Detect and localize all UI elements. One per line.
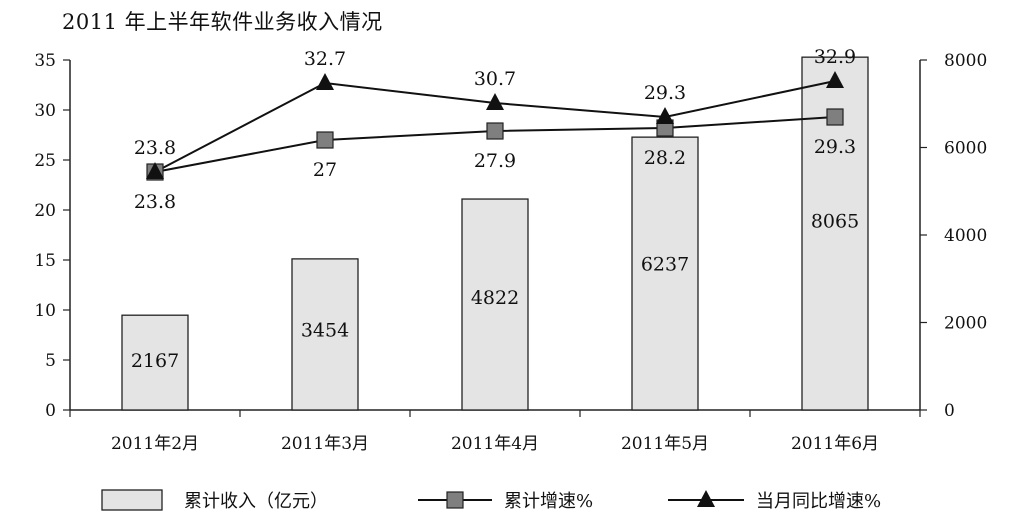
bar-value-label: 2167 (131, 350, 179, 372)
square-marker (486, 122, 504, 140)
bar-series (121, 56, 869, 411)
left-tick-label: 15 (34, 251, 56, 271)
right-tick-label: 4000 (944, 226, 987, 246)
right-tick-label: 6000 (944, 139, 987, 159)
right-tick-label: 2000 (944, 314, 987, 334)
square-marker (826, 108, 844, 126)
legend-square-marker (446, 491, 464, 509)
triangle-marker (826, 71, 844, 88)
triangle-marker (316, 73, 334, 90)
square-value-label: 23.8 (134, 191, 176, 213)
bar-value-label: 6237 (641, 254, 689, 276)
left-tick-label: 5 (45, 351, 56, 371)
x-tick-label: 2011年6月 (791, 434, 879, 454)
legend: 累计收入（亿元） 累计增速% 当月同比增速% (101, 489, 881, 512)
triangle-value-label: 32.7 (304, 48, 346, 70)
bar-value-label: 4822 (471, 287, 519, 309)
left-tick-label: 0 (45, 401, 56, 421)
left-tick-label: 25 (34, 151, 56, 171)
data-labels: 2167 3454 4822 6237 8065 23.8 32.7 30.7 29.3 32.9… (131, 46, 859, 372)
legend-triangle-label: 当月同比增速% (756, 491, 881, 512)
bar (121, 314, 189, 411)
square-value-label: 27.9 (474, 150, 516, 172)
triangle-value-label: 23.8 (134, 137, 176, 159)
right-tick-label: 0 (944, 401, 955, 421)
bar (631, 136, 699, 411)
x-tick-label: 2011年5月 (621, 434, 709, 454)
x-tick-label: 2011年3月 (281, 434, 369, 454)
square-marker (316, 131, 334, 149)
x-tick-label: 2011年4月 (451, 434, 539, 454)
bar (461, 198, 529, 411)
left-tick-label: 30 (34, 101, 56, 121)
square-value-label: 27 (313, 159, 337, 181)
left-tick-label: 20 (34, 201, 56, 221)
x-tick-label: 2011年2月 (111, 434, 199, 454)
square-value-label: 29.3 (814, 136, 856, 158)
triangle-marker (486, 93, 504, 110)
square-value-label: 28.2 (644, 147, 686, 169)
triangle-marker (146, 162, 164, 179)
line-series (146, 71, 844, 181)
right-tick-label: 8000 (944, 51, 987, 71)
chart-title: 2011 年上半年软件业务收入情况 (62, 10, 383, 34)
left-tick-label: 35 (34, 51, 56, 71)
legend-square-label: 累计增速% (504, 491, 593, 512)
triangle-value-label: 30.7 (474, 68, 516, 90)
legend-triangle-marker (697, 490, 715, 507)
bar (291, 258, 359, 411)
legend-bar-swatch (101, 489, 163, 511)
bar-value-label: 3454 (301, 319, 349, 341)
bar-value-label: 8065 (811, 210, 859, 232)
triangle-value-label: 32.9 (814, 46, 856, 68)
triangle-marker (656, 107, 674, 124)
left-tick-label: 10 (34, 301, 56, 321)
triangle-value-label: 29.3 (644, 82, 686, 104)
legend-bar-label: 累计收入（亿元） (184, 491, 328, 512)
